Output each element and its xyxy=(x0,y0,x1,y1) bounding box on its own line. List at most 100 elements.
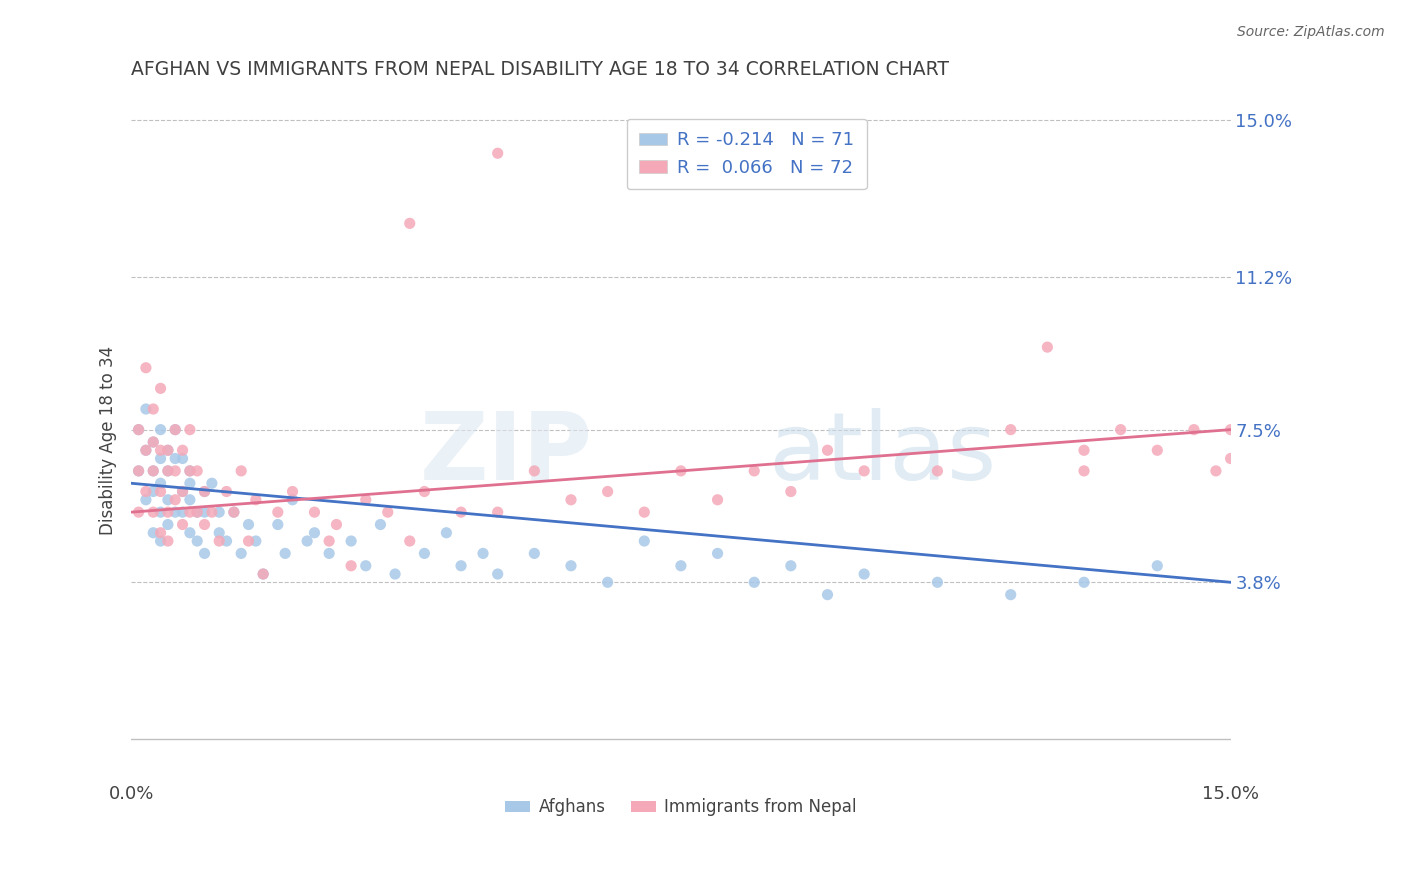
Point xyxy=(142,435,165,450)
Point xyxy=(523,546,546,560)
Text: ZIP: ZIP xyxy=(420,408,593,500)
Point xyxy=(135,492,157,507)
Point xyxy=(128,423,150,437)
Point xyxy=(149,484,172,499)
Point xyxy=(633,534,655,549)
Point xyxy=(927,464,949,478)
Point xyxy=(172,451,194,466)
Point xyxy=(669,464,692,478)
Point xyxy=(215,534,238,549)
Point xyxy=(135,443,157,458)
Point xyxy=(128,505,150,519)
Point xyxy=(669,558,692,573)
Point xyxy=(596,484,619,499)
Point xyxy=(413,546,436,560)
Point xyxy=(179,492,201,507)
Text: atlas: atlas xyxy=(769,408,997,500)
Point xyxy=(156,505,179,519)
Point xyxy=(135,443,157,458)
Point xyxy=(135,484,157,499)
Point xyxy=(742,575,765,590)
Point xyxy=(304,525,326,540)
Point xyxy=(193,484,215,499)
Point xyxy=(1109,423,1132,437)
Point xyxy=(1000,423,1022,437)
Point xyxy=(245,492,267,507)
Point xyxy=(149,505,172,519)
Point xyxy=(156,464,179,478)
Point xyxy=(142,464,165,478)
Point xyxy=(208,505,231,519)
Point xyxy=(149,443,172,458)
Point xyxy=(560,492,582,507)
Point xyxy=(186,505,208,519)
Point xyxy=(1036,340,1059,354)
Point xyxy=(179,464,201,478)
Point xyxy=(149,525,172,540)
Point xyxy=(172,484,194,499)
Point xyxy=(156,443,179,458)
Point xyxy=(179,464,201,478)
Point xyxy=(1073,443,1095,458)
Point xyxy=(560,558,582,573)
Point xyxy=(817,443,839,458)
Point xyxy=(340,534,363,549)
Point xyxy=(267,505,290,519)
Point xyxy=(156,443,179,458)
Point xyxy=(779,484,801,499)
Point xyxy=(1219,451,1241,466)
Point xyxy=(486,567,509,582)
Point xyxy=(128,423,150,437)
Point xyxy=(142,525,165,540)
Point xyxy=(354,558,377,573)
Point xyxy=(318,546,340,560)
Point xyxy=(1146,443,1168,458)
Point xyxy=(222,505,245,519)
Point xyxy=(486,146,509,161)
Point xyxy=(398,216,420,230)
Point xyxy=(267,517,290,532)
Point xyxy=(142,464,165,478)
Point xyxy=(149,534,172,549)
Point xyxy=(927,575,949,590)
Point xyxy=(156,534,179,549)
Point xyxy=(128,464,150,478)
Point xyxy=(1146,558,1168,573)
Point xyxy=(156,492,179,507)
Point xyxy=(186,534,208,549)
Point xyxy=(193,484,215,499)
Point xyxy=(149,476,172,491)
Point xyxy=(165,423,187,437)
Point xyxy=(215,484,238,499)
Point xyxy=(450,505,472,519)
Point xyxy=(450,558,472,573)
Point xyxy=(142,435,165,450)
Point xyxy=(486,505,509,519)
Point xyxy=(523,464,546,478)
Point xyxy=(128,464,150,478)
Point xyxy=(172,505,194,519)
Point xyxy=(354,492,377,507)
Point xyxy=(1182,423,1205,437)
Point xyxy=(193,517,215,532)
Point xyxy=(633,505,655,519)
Point xyxy=(742,464,765,478)
Point xyxy=(231,546,253,560)
Point xyxy=(304,505,326,519)
Point xyxy=(165,423,187,437)
Point xyxy=(149,451,172,466)
Point xyxy=(172,443,194,458)
Point xyxy=(149,423,172,437)
Text: AFGHAN VS IMMIGRANTS FROM NEPAL DISABILITY AGE 18 TO 34 CORRELATION CHART: AFGHAN VS IMMIGRANTS FROM NEPAL DISABILI… xyxy=(131,60,949,78)
Point xyxy=(149,381,172,395)
Point xyxy=(413,484,436,499)
Point xyxy=(252,567,274,582)
Point xyxy=(172,484,194,499)
Point xyxy=(706,492,728,507)
Point xyxy=(252,567,274,582)
Point xyxy=(201,476,224,491)
Point xyxy=(281,492,304,507)
Point xyxy=(238,517,260,532)
Point xyxy=(179,525,201,540)
Point xyxy=(318,534,340,549)
